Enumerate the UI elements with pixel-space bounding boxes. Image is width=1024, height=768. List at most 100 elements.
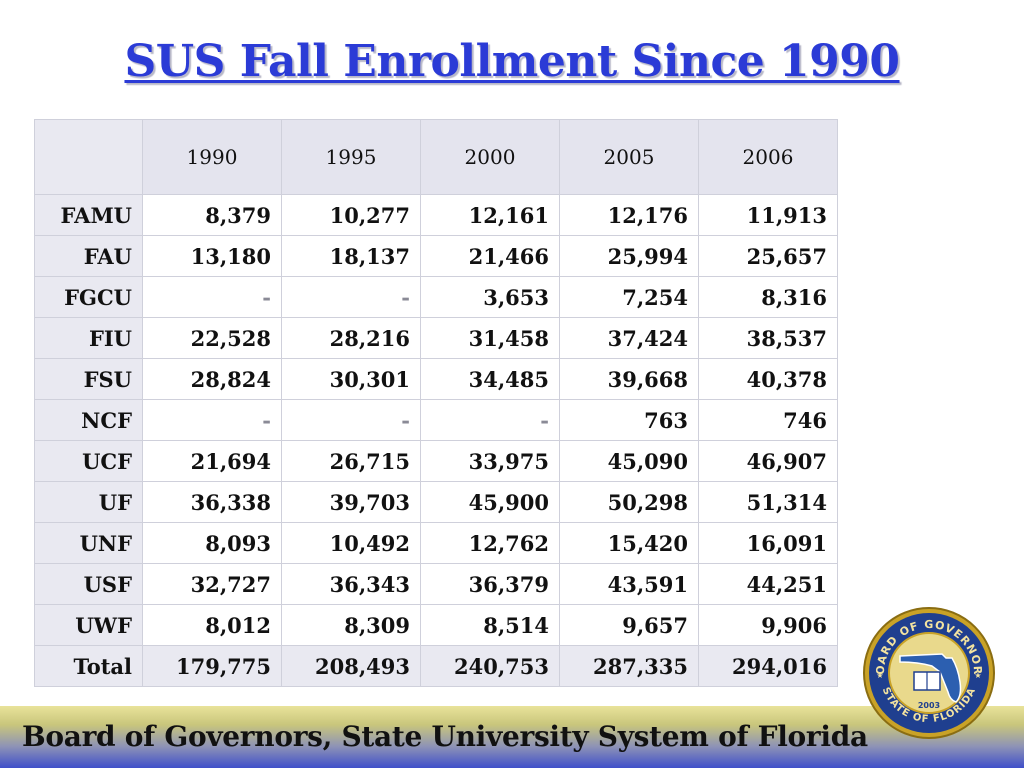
table-row: FIU 22,528 28,216 31,458 37,424 38,537 (34, 317, 838, 359)
header-row: 1990 1995 2000 2005 2006 (34, 119, 838, 195)
table-row: USF 32,727 36,343 36,379 43,591 44,251 (34, 563, 838, 605)
row-label: FAU (34, 235, 143, 277)
table-row: FSU 28,824 30,301 34,485 39,668 40,378 (34, 358, 838, 400)
footer-title: Board of Governors, State University Sys… (22, 720, 868, 753)
table-cell: 7,254 (559, 276, 699, 318)
row-label: USF (34, 563, 143, 605)
table-cell: 3,653 (420, 276, 560, 318)
table-cell: 39,668 (559, 358, 699, 400)
table-cell: 30,301 (281, 358, 421, 400)
table-cell: - (142, 276, 282, 318)
table-row: FGCU - -3,653 7,254 8,316 (34, 276, 838, 318)
table-cell: 46,907 (698, 440, 838, 482)
row-label: UWF (34, 604, 143, 646)
table-cell: 45,090 (559, 440, 699, 482)
florida-shape-icon (899, 653, 962, 703)
table-cell: 763 (559, 399, 699, 441)
table-cell: 179,775 (142, 645, 282, 687)
year-header: 1990 (142, 119, 282, 195)
row-label: UNF (34, 522, 143, 564)
table-cell: 11,913 (698, 194, 838, 236)
table-cell: 37,424 (559, 317, 699, 359)
table-row: NCF - - -763 746 (34, 399, 838, 441)
star-icon: ★ (974, 671, 981, 680)
year-header: 2005 (559, 119, 699, 195)
seal-year: 2003 (918, 701, 940, 710)
table-cell: 8,379 (142, 194, 282, 236)
row-label: UF (34, 481, 143, 523)
row-label: UCF (34, 440, 143, 482)
table-cell: 8,309 (281, 604, 421, 646)
table-cell: 10,492 (281, 522, 421, 564)
enrollment-table: 1990 1995 2000 2005 2006 FAMU 8,379 10,277… (34, 119, 838, 687)
table-cell: 9,657 (559, 604, 699, 646)
year-header: 2006 (698, 119, 838, 195)
table-cell: 18,137 (281, 235, 421, 277)
table-cell: 8,316 (698, 276, 838, 318)
row-label: FIU (34, 317, 143, 359)
table-cell: 36,379 (420, 563, 560, 605)
table-cell: 10,277 (281, 194, 421, 236)
table-cell: 22,528 (142, 317, 282, 359)
table-row: FAMU 8,379 10,277 12,161 12,176 11,913 (34, 194, 838, 236)
table-cell: 208,493 (281, 645, 421, 687)
table-cell: 15,420 (559, 522, 699, 564)
table-cell: 240,753 (420, 645, 560, 687)
table-cell: 25,994 (559, 235, 699, 277)
table-cell: 9,906 (698, 604, 838, 646)
table-cell: 45,900 (420, 481, 560, 523)
row-label: FGCU (34, 276, 143, 318)
year-header: 2000 (420, 119, 560, 195)
footer-band (0, 706, 1024, 768)
table-row: FAU 13,180 18,137 21,466 25,994 25,657 (34, 235, 838, 277)
table-cell: 32,727 (142, 563, 282, 605)
table-cell: 38,537 (698, 317, 838, 359)
table-cell: 40,378 (698, 358, 838, 400)
table-cell: 31,458 (420, 317, 560, 359)
table-cell: - (420, 399, 560, 441)
table-cell: 8,514 (420, 604, 560, 646)
table-row: UF 36,338 39,703 45,900 50,298 51,314 (34, 481, 838, 523)
table-cell: 8,012 (142, 604, 282, 646)
table-cell: 21,694 (142, 440, 282, 482)
table-cell: 294,016 (698, 645, 838, 687)
row-label: NCF (34, 399, 143, 441)
table-cell: 26,715 (281, 440, 421, 482)
table-cell: 36,338 (142, 481, 282, 523)
year-header: 1995 (281, 119, 421, 195)
table-cell: - (281, 276, 421, 318)
row-label: FAMU (34, 194, 143, 236)
corner-cell (34, 119, 143, 195)
table-cell: 25,657 (698, 235, 838, 277)
row-label: FSU (34, 358, 143, 400)
table-cell: 33,975 (420, 440, 560, 482)
table-cell: 43,591 (559, 563, 699, 605)
table-cell: 12,762 (420, 522, 560, 564)
table-cell: 12,161 (420, 194, 560, 236)
table-cell: 12,176 (559, 194, 699, 236)
table-cell: 21,466 (420, 235, 560, 277)
table-row: UNF 8,093 10,492 12,762 15,420 16,091 (34, 522, 838, 564)
table-row: UCF 21,694 26,715 33,975 45,090 46,907 (34, 440, 838, 482)
table-cell: 28,216 (281, 317, 421, 359)
table-cell: 28,824 (142, 358, 282, 400)
table-cell: - (281, 399, 421, 441)
table-cell: 39,703 (281, 481, 421, 523)
table-cell: 34,485 (420, 358, 560, 400)
total-row: Total 179,775 208,493 240,753 287,335 294,016 (34, 645, 838, 687)
table-cell: - (142, 399, 282, 441)
table-cell: 44,251 (698, 563, 838, 605)
page-title: SUS Fall Enrollment Since 1990 (124, 36, 900, 87)
table-cell: 51,314 (698, 481, 838, 523)
table-cell: 13,180 (142, 235, 282, 277)
table-row: UWF 8,012 8,309 8,514 9,657 9,906 (34, 604, 838, 646)
table-cell: 746 (698, 399, 838, 441)
row-label: Total (34, 645, 143, 687)
star-icon: ★ (876, 671, 883, 680)
table-cell: 287,335 (559, 645, 699, 687)
table-cell: 50,298 (559, 481, 699, 523)
table-cell: 36,343 (281, 563, 421, 605)
table-cell: 16,091 (698, 522, 838, 564)
table-cell: 8,093 (142, 522, 282, 564)
